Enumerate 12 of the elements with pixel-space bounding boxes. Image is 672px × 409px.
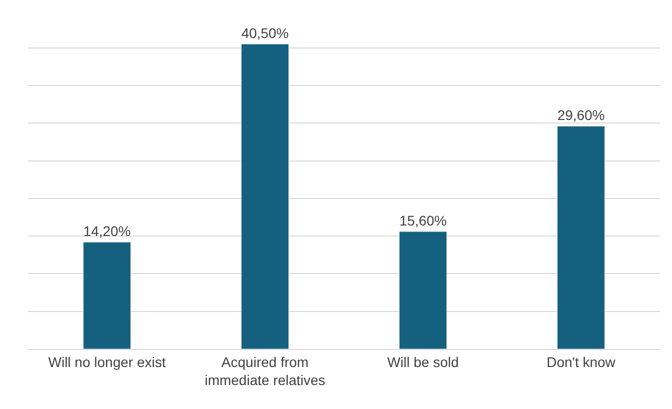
data-label: 14,20%	[83, 223, 131, 240]
data-label: 29,60%	[557, 107, 605, 124]
bar	[557, 126, 605, 349]
data-label: 15,60%	[399, 212, 447, 229]
x-tick-label: Don't know	[546, 354, 616, 370]
bar	[241, 44, 289, 349]
x-tick-label: Will be sold	[387, 354, 459, 370]
bar	[399, 231, 447, 349]
x-tick-label: Acquired from immediate relatives	[204, 354, 326, 388]
data-label: 40,50%	[241, 25, 289, 42]
x-tick-label: Will no longer exist	[48, 354, 166, 370]
bar	[83, 242, 131, 349]
